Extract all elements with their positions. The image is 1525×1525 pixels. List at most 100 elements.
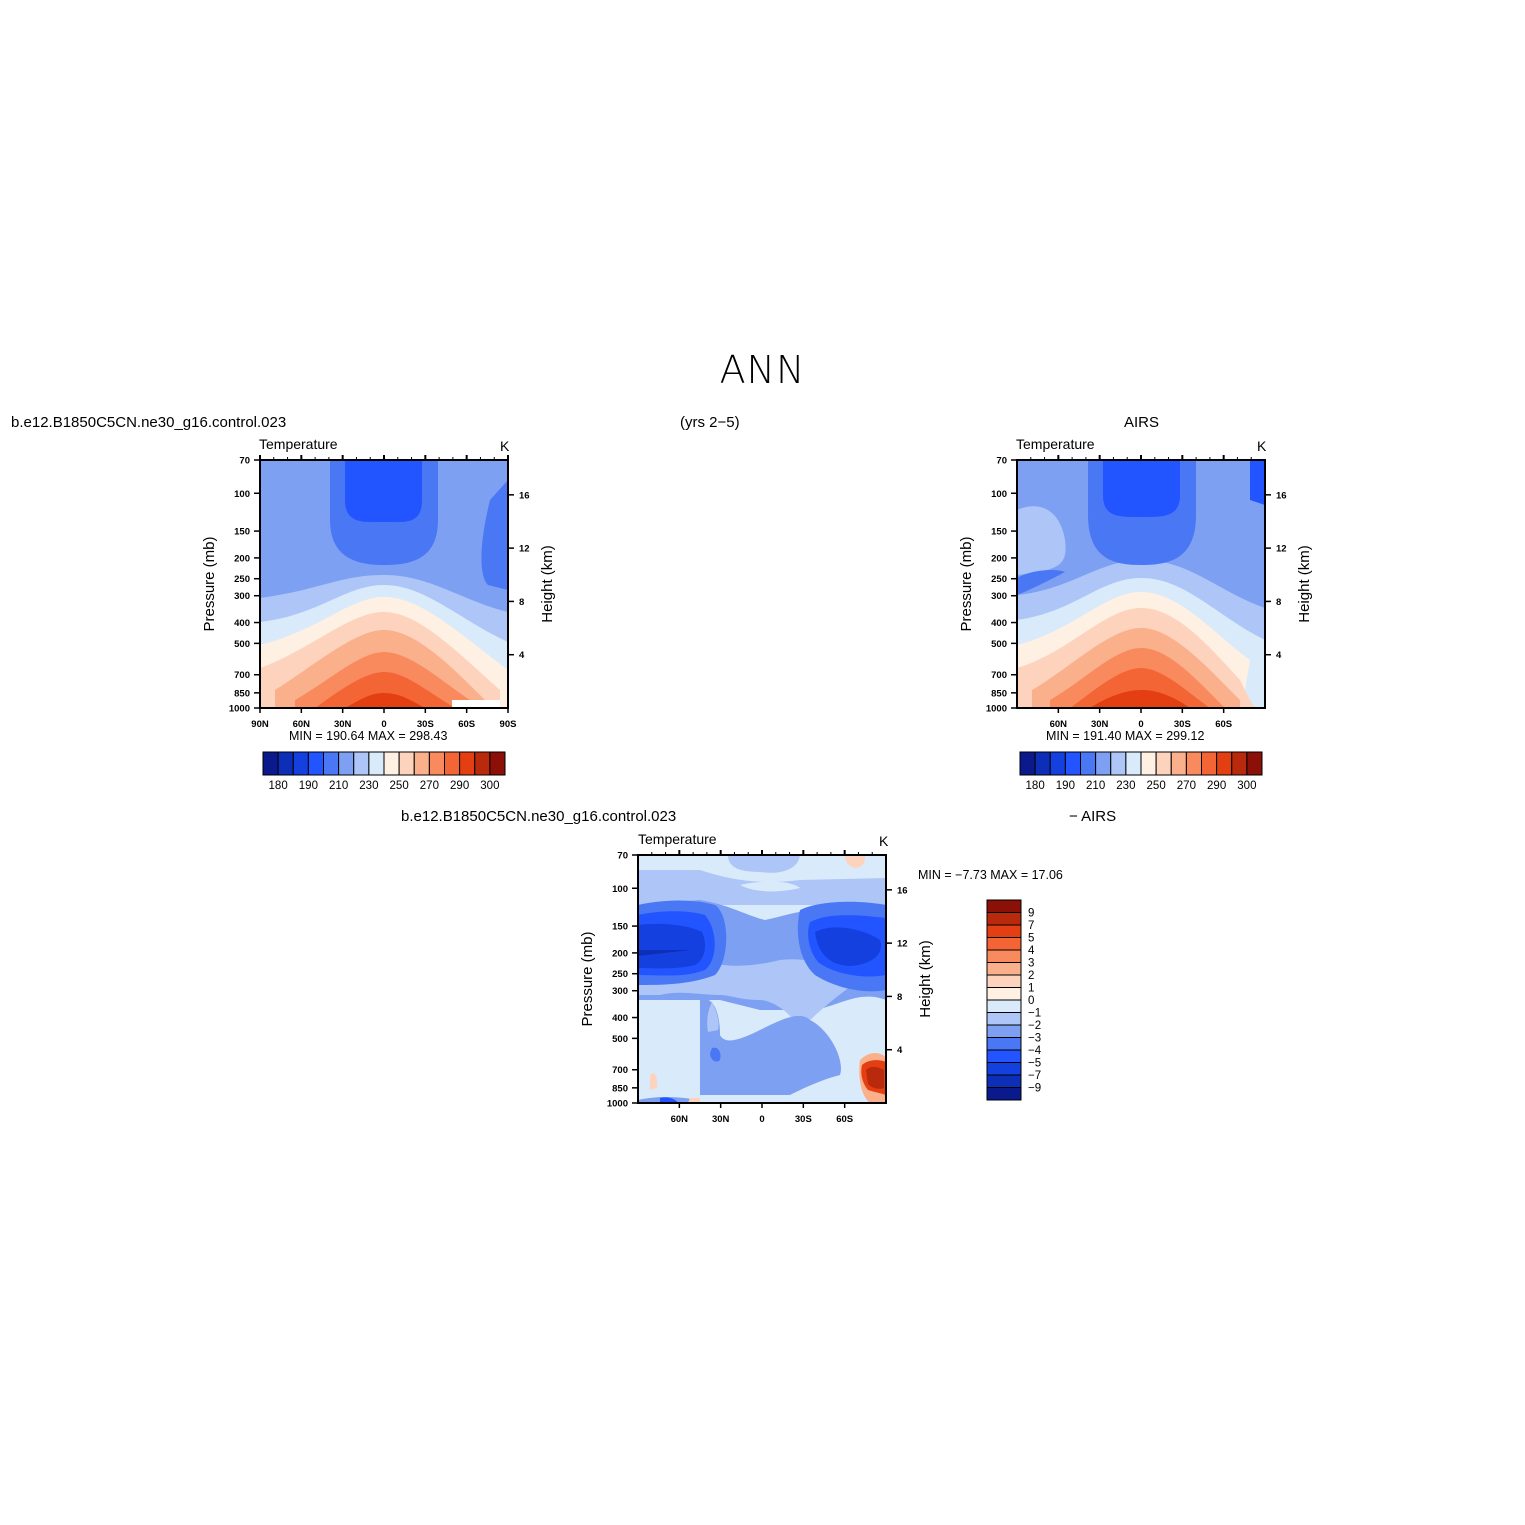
obs-colorbar-box <box>1231 751 1248 776</box>
obs-ptick-label: 100 <box>991 489 1007 500</box>
obs-ptick-label: 850 <box>991 688 1007 699</box>
obs-ptick-label: 70 <box>996 456 1007 467</box>
obs-colorbar-label: 210 <box>1086 780 1105 792</box>
diff-colorbar-label: 2 <box>1028 970 1034 982</box>
diff-colorbar-box <box>986 1024 1022 1038</box>
model-htick-label: 4 <box>519 650 525 661</box>
model-colorbar-label: 190 <box>299 780 318 792</box>
model-ptick-label: 150 <box>234 527 250 538</box>
obs-xtick-label: 60N <box>1050 719 1068 730</box>
model-xtick-label: 30S <box>417 719 434 730</box>
diff-colorbar-box <box>986 1037 1022 1051</box>
obs-colorbar-box <box>1095 751 1112 776</box>
model-colorbar-box <box>444 751 461 776</box>
diff-xtick-label: 0 <box>759 1114 764 1125</box>
model-xtick-label: 30N <box>334 719 352 730</box>
model-colorbar-box <box>383 751 400 776</box>
diff-colorbar-label: −5 <box>1028 1058 1041 1070</box>
diff-colorbar-label: 4 <box>1028 945 1035 957</box>
model-xtick-label: 60N <box>293 719 311 730</box>
diff-colorbar-label: −9 <box>1028 1083 1041 1095</box>
model-ptick-label: 200 <box>234 553 250 564</box>
model-variable: Temperature <box>259 436 338 452</box>
diff-colorbar-box <box>986 1062 1022 1076</box>
obs-name: AIRS <box>1124 414 1160 431</box>
diff-colorbar-box <box>986 937 1022 951</box>
obs-colorbar-label: 230 <box>1116 780 1135 792</box>
diff-colorbar-label: −2 <box>1028 1020 1041 1032</box>
diff-xtick-label: 30N <box>712 1114 730 1125</box>
obs-ptick-label: 700 <box>991 670 1007 681</box>
case-name: b.e12.B1850C5CN.ne30_g16.control.023 <box>11 414 287 431</box>
model-colorbar-box <box>262 751 279 776</box>
obs-ptick-label: 250 <box>991 574 1007 585</box>
model-colorbar-label: 300 <box>480 780 499 792</box>
diff-ptick-label: 100 <box>612 884 628 895</box>
diff-y2label: Height (km) <box>917 940 934 1018</box>
obs-colorbar-label: 300 <box>1237 780 1256 792</box>
model-ptick-label: 1000 <box>229 704 250 715</box>
obs-htick-label: 4 <box>1276 650 1282 661</box>
model-y2label: Height (km) <box>539 545 556 623</box>
model-xtick-label: 90N <box>251 719 269 730</box>
obs-y2label: Height (km) <box>1296 545 1313 623</box>
obs-ptick-label: 200 <box>991 553 1007 564</box>
obs-htick-label: 16 <box>1276 490 1287 501</box>
diff-ptick-label: 250 <box>612 969 628 980</box>
figure-title: ANN <box>719 348 806 392</box>
diff-ptick-label: 70 <box>617 851 628 862</box>
diff-colorbar-label: −4 <box>1028 1045 1042 1057</box>
diff-colorbar-box <box>986 899 1022 913</box>
obs-xtick-label: 30N <box>1091 719 1109 730</box>
diff-ptick-label: 150 <box>612 922 628 933</box>
diff-variable: Temperature <box>638 831 717 847</box>
obs-temperature-plot <box>1016 459 1266 709</box>
diff-colorbar-label: 1 <box>1028 983 1034 995</box>
diff-colorbar-box <box>986 924 1022 938</box>
obs-colorbar-label: 290 <box>1207 780 1226 792</box>
obs-ptick-label: 400 <box>991 618 1007 629</box>
diff-htick-label: 8 <box>897 992 902 1003</box>
obs-htick-label: 8 <box>1276 597 1281 608</box>
diff-colorbar-label: 7 <box>1028 920 1034 932</box>
diff-temperature-plot <box>637 854 887 1104</box>
model-htick-label: 12 <box>519 544 530 555</box>
obs-colorbar-box <box>1155 751 1172 776</box>
diff-contours <box>638 855 886 1103</box>
diff-colorbar-label: −7 <box>1028 1070 1041 1082</box>
obs-ptick-label: 150 <box>991 527 1007 538</box>
obs-colorbar-label: 250 <box>1147 780 1166 792</box>
diff-xtick-label: 30S <box>795 1114 812 1125</box>
obs-colorbar-box <box>1185 751 1202 776</box>
model-units: K <box>500 438 510 454</box>
obs-colorbar-box <box>1080 751 1097 776</box>
diff-ptick-label: 300 <box>612 986 628 997</box>
model-colorbar-box <box>338 751 355 776</box>
diff-case-name: b.e12.B1850C5CN.ne30_g16.control.023 <box>401 808 677 825</box>
diff-colorbar-box <box>986 962 1022 976</box>
obs-colorbar-box <box>1125 751 1142 776</box>
model-temperature-plot <box>259 459 509 709</box>
model-ptick-label: 100 <box>234 489 250 500</box>
obs-xtick-label: 0 <box>1138 719 1143 730</box>
diff-colorbar-label: 0 <box>1028 995 1034 1007</box>
model-colorbar-box <box>489 751 506 776</box>
model-xtick-label: 60S <box>458 719 475 730</box>
obs-colorbar-box <box>1049 751 1066 776</box>
obs-minmax: MIN = 191.40 MAX = 299.12 <box>1046 729 1205 743</box>
obs-ptick-label: 1000 <box>986 704 1007 715</box>
diff-colorbar-box <box>986 1012 1022 1026</box>
diff-colorbar-box <box>986 1074 1022 1088</box>
model-colorbar-label: 290 <box>450 780 469 792</box>
diff-colorbar-label: −3 <box>1028 1033 1041 1045</box>
model-colorbar-box <box>323 751 340 776</box>
obs-colorbar-label: 180 <box>1026 780 1045 792</box>
diff-minmax: MIN = −7.73 MAX = 17.06 <box>918 868 1063 882</box>
model-ptick-label: 400 <box>234 618 250 629</box>
obs-colorbar-box <box>1170 751 1187 776</box>
model-colorbar-box <box>459 751 476 776</box>
model-ptick-label: 70 <box>239 456 250 467</box>
diff-obs-name: − AIRS <box>1069 808 1117 825</box>
model-colorbar-box <box>277 751 294 776</box>
